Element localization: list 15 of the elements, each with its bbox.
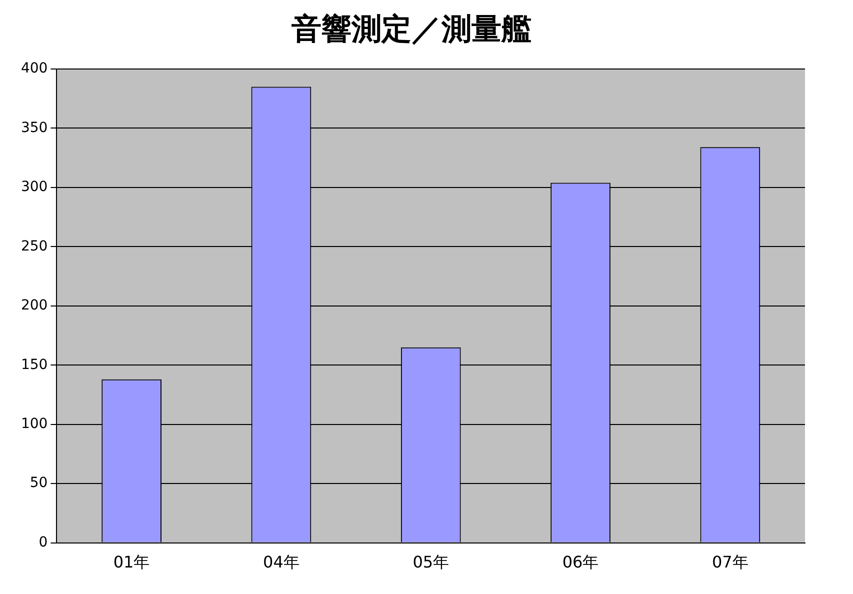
- y-tick-label: 50: [30, 475, 48, 492]
- x-tick-label: 01年: [113, 552, 150, 572]
- x-tick-label: 05年: [412, 552, 450, 572]
- y-tick-label: 350: [20, 120, 48, 136]
- y-tick-label: 100: [20, 416, 48, 432]
- x-tick-label: 04年: [263, 552, 300, 572]
- y-tick-label: 400: [20, 60, 48, 77]
- y-tick-label: 200: [20, 298, 48, 314]
- chart-title: 音響測定／測量艦: [292, 12, 532, 47]
- x-tick-label: 07年: [712, 552, 748, 572]
- x-tick-label: 06年: [562, 552, 599, 572]
- y-tick-label: 300: [20, 179, 48, 196]
- y-tick-label: 250: [20, 238, 48, 254]
- y-tick-label: 150: [20, 356, 48, 373]
- y-tick-label: 0: [38, 534, 48, 550]
